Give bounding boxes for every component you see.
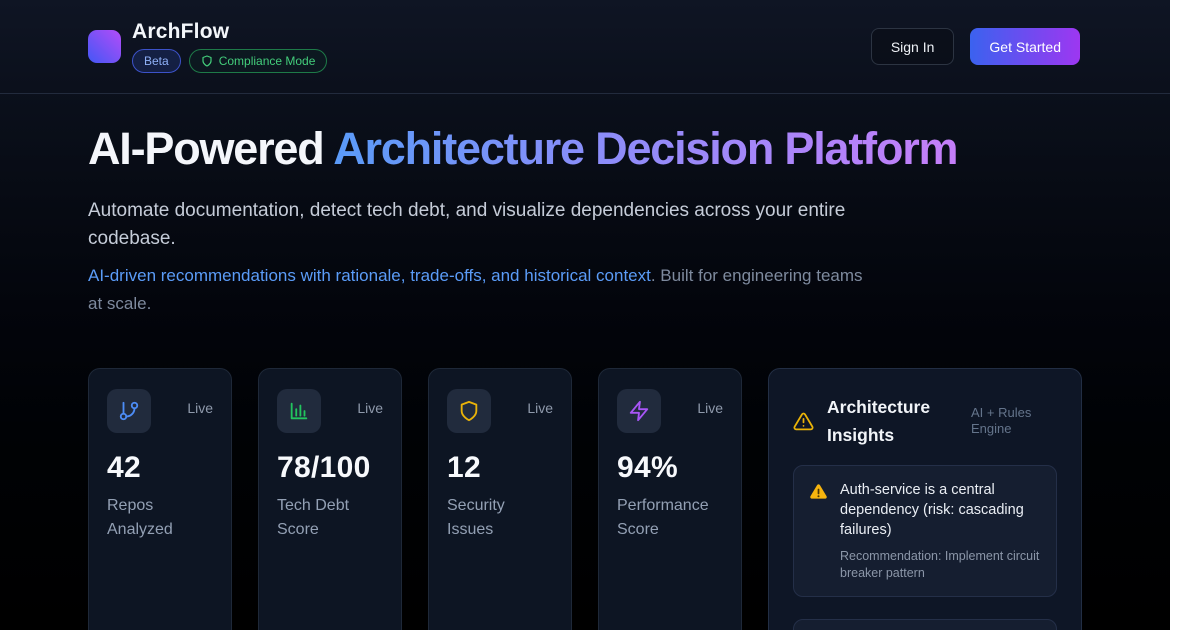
stat-value: 78/100 (277, 451, 371, 484)
shield-small-icon (202, 55, 212, 67)
brand-text: ArchFlow Beta Compliance Mode (132, 20, 328, 73)
icon-tile (447, 389, 491, 433)
brand: ArchFlow Beta Compliance Mode (88, 20, 328, 73)
live-badge: Live (697, 400, 723, 416)
page: ArchFlow Beta Compliance Mode Sign In Ge… (0, 0, 1170, 630)
icon-tile (277, 389, 321, 433)
stat-card-tech-debt: Live 78/100 Tech Debt Score (258, 368, 402, 630)
page-title: AI-Powered Architecture Decision Platfor… (88, 124, 1082, 174)
insight-item-check: Frontend is well-isolated from (793, 619, 1057, 630)
warning-outline-icon (793, 412, 814, 430)
header: ArchFlow Beta Compliance Mode Sign In Ge… (0, 0, 1170, 94)
insight-text: Auth-service is a central dependency (ri… (840, 482, 1024, 538)
stat-card-security: Live 12 Security Issues (428, 368, 572, 630)
compliance-badge: Compliance Mode (188, 49, 328, 73)
stat-card-top: Live (277, 389, 383, 433)
stat-card-top: Live (447, 389, 553, 433)
hero-subtitle: Automate documentation, detect tech debt… (88, 200, 846, 249)
stat-value: 94% (617, 451, 678, 484)
warning-icon (810, 484, 827, 499)
live-badge: Live (187, 400, 213, 416)
insight-recommendation: Recommendation: Implement circuit breake… (840, 549, 1040, 580)
hero-section: AI-Powered Architecture Decision Platfor… (0, 94, 1170, 318)
icon-tile (107, 389, 151, 433)
badge-row: Beta Compliance Mode (132, 49, 328, 73)
stat-card-top: Live (107, 389, 213, 433)
live-badge: Live (357, 400, 383, 416)
icon-tile (617, 389, 661, 433)
insights-title: Architecture Insights (827, 397, 931, 445)
stat-card-repos: Live 42 Repos Analyzed (88, 368, 232, 630)
hero-subtext-tail: . Built for engineering teams at scale. (88, 266, 863, 313)
hero-title-plain: AI-Powered (88, 123, 325, 174)
sign-in-button[interactable]: Sign In (870, 28, 955, 65)
stats-row: Live 42 Repos Analyzed Live 78/100 Tech … (0, 318, 1170, 630)
insight-item-warning: Auth-service is a central dependency (ri… (793, 465, 1057, 597)
insights-header: Architecture Insights AI + Rules Engine (793, 393, 1057, 449)
stat-label: Repos Analyzed (107, 497, 173, 538)
git-branch-icon (119, 401, 139, 421)
insights-panel: Architecture Insights AI + Rules Engine … (768, 368, 1082, 630)
brand-logo-icon (88, 30, 121, 63)
hero-title-gradient: Architecture Decision Platform (333, 123, 958, 174)
beta-badge: Beta (132, 49, 181, 73)
engine-label: AI + Rules Engine (971, 405, 1032, 436)
bar-chart-icon (290, 402, 308, 420)
insight-body: Auth-service is a central dependency (ri… (840, 480, 1041, 582)
compliance-badge-label: Compliance Mode (218, 54, 316, 68)
stat-label: Security Issues (447, 497, 505, 538)
shield-icon (460, 400, 478, 422)
hero-highlight: AI-driven recommendations with rationale… (88, 266, 651, 285)
stat-card-top: Live (617, 389, 723, 433)
get-started-button[interactable]: Get Started (970, 28, 1080, 65)
stat-value: 12 (447, 451, 481, 484)
live-badge: Live (527, 400, 553, 416)
bolt-icon (629, 400, 649, 422)
stat-label: Performance Score (617, 497, 709, 538)
header-actions: Sign In Get Started (870, 28, 1080, 65)
stat-label: Tech Debt Score (277, 497, 350, 538)
brand-name: ArchFlow (132, 20, 230, 43)
hero-subtext: AI-driven recommendations with rationale… (88, 262, 868, 318)
stat-value: 42 (107, 451, 141, 484)
stat-card-performance: Live 94% Performance Score (598, 368, 742, 630)
